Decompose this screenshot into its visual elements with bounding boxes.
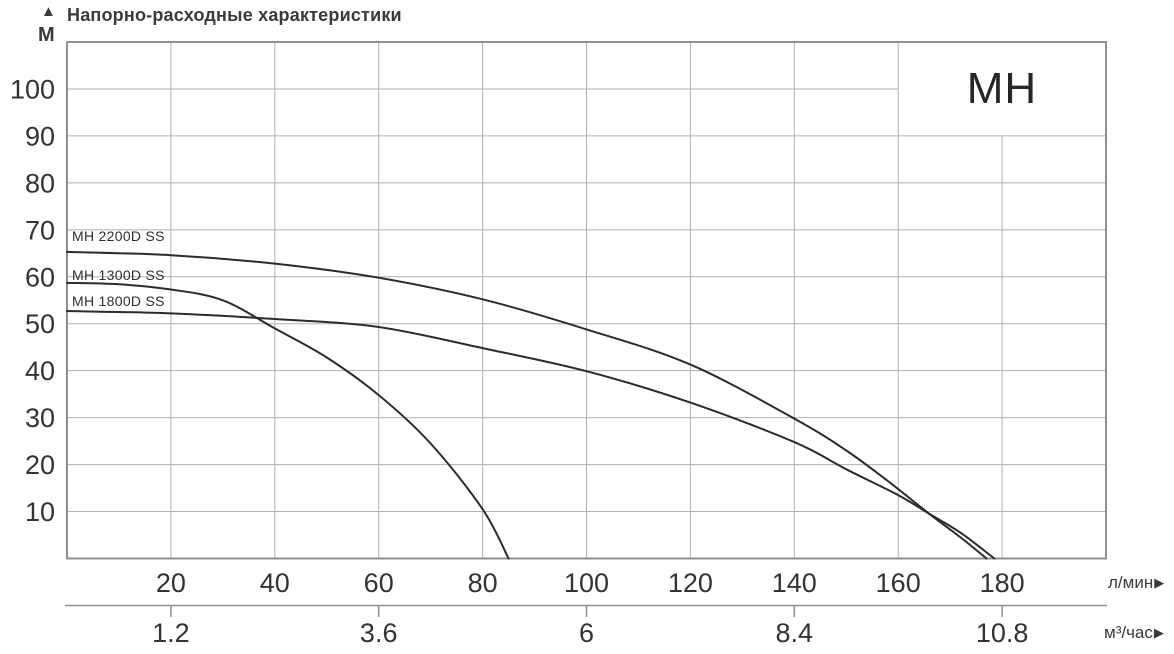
series-family-label: МН [966, 64, 1038, 113]
curve-series-1 [66, 281, 510, 560]
chart-title: Напорно-расходные характеристики [67, 5, 402, 25]
y-tick-label: 60 [25, 262, 55, 292]
curve-label-mh-1300d-ss: МН 1300D SS [72, 267, 165, 283]
y-axis-unit-label: М [38, 24, 55, 46]
y-tick-label: 70 [25, 215, 55, 245]
y-tick-label: 30 [25, 403, 55, 433]
secondary-tick-label: 3.6 [360, 618, 398, 648]
x-axis-secondary-arrow-icon: ▶ [1153, 625, 1164, 640]
x-tick-label: 80 [468, 568, 498, 598]
x-tick-label: 140 [772, 568, 817, 598]
y-tick-label: 50 [25, 309, 55, 339]
x-axis-unit-secondary-text: м³/час [1104, 623, 1153, 642]
curve-series-0 [66, 250, 988, 560]
x-axis-arrow-icon: ▶ [1154, 575, 1165, 590]
secondary-tick-label: 1.2 [152, 618, 190, 648]
y-tick-label: 40 [25, 356, 55, 386]
curve-label-mh-2200d-ss: МН 2200D SS [72, 228, 165, 244]
x-tick-label: 160 [876, 568, 921, 598]
x-axis-unit-primary: л/мин ▶ [1108, 573, 1164, 593]
plot-border [66, 41, 1107, 560]
x-tick-label: 100 [564, 568, 609, 598]
x-axis-unit-primary-text: л/мин [1108, 573, 1154, 592]
x-tick-label: 60 [364, 568, 394, 598]
x-tick-label: 20 [156, 568, 186, 598]
secondary-tick-label: 8.4 [776, 618, 814, 648]
x-tick-label: 120 [668, 568, 713, 598]
y-axis-arrow-icon: ▲ [41, 3, 56, 20]
secondary-tick-label: 6 [579, 618, 594, 648]
secondary-tick-label: 10.8 [976, 618, 1029, 648]
y-tick-label: 90 [25, 121, 55, 151]
x-axis-unit-secondary: м³/час ▶ [1104, 623, 1164, 643]
x-tick-label: 40 [260, 568, 290, 598]
y-tick-label: 10 [25, 497, 55, 527]
y-tick-label: 20 [25, 450, 55, 480]
curve-series-2 [66, 310, 996, 560]
y-tick-label: 80 [25, 168, 55, 198]
y-tick-label: 100 [10, 74, 55, 104]
curve-label-mh-1800d-ss: МН 1800D SS [72, 293, 165, 309]
x-tick-label: 180 [980, 568, 1025, 598]
